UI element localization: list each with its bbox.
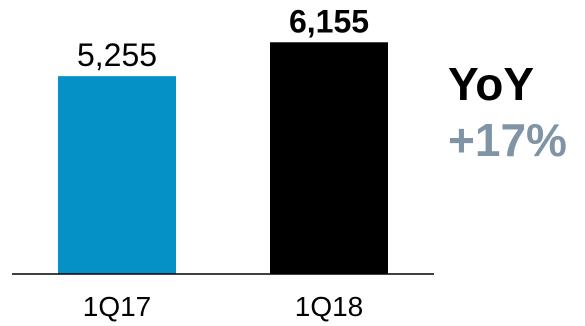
value-label-1q18: 6,155 [289,3,369,39]
bar-1q18 [270,42,388,275]
yoy-growth-value: +17% [448,114,567,166]
tick-label-1q17: 1Q17 [83,291,152,322]
yoy-callout: YoY +17% [448,56,585,168]
value-label-1q17: 5,255 [77,37,157,73]
bars-group [58,42,388,275]
bar-1q17 [58,76,176,274]
tick-labels-group: 1Q17 1Q18 [83,291,364,322]
yoy-title: YoY [448,58,535,110]
value-labels-group: 5,255 6,155 [77,3,369,73]
tick-label-1q18: 1Q18 [295,291,364,322]
